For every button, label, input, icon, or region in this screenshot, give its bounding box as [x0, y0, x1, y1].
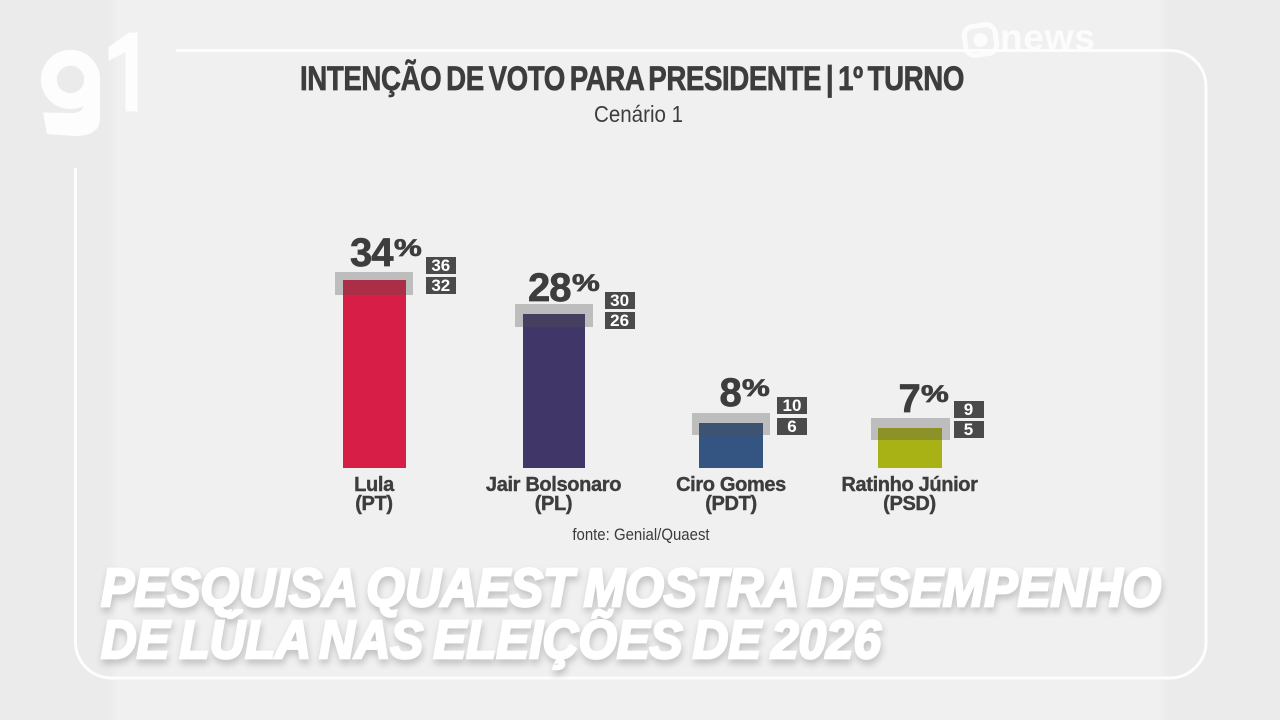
svg-text:news: news: [1000, 17, 1096, 58]
